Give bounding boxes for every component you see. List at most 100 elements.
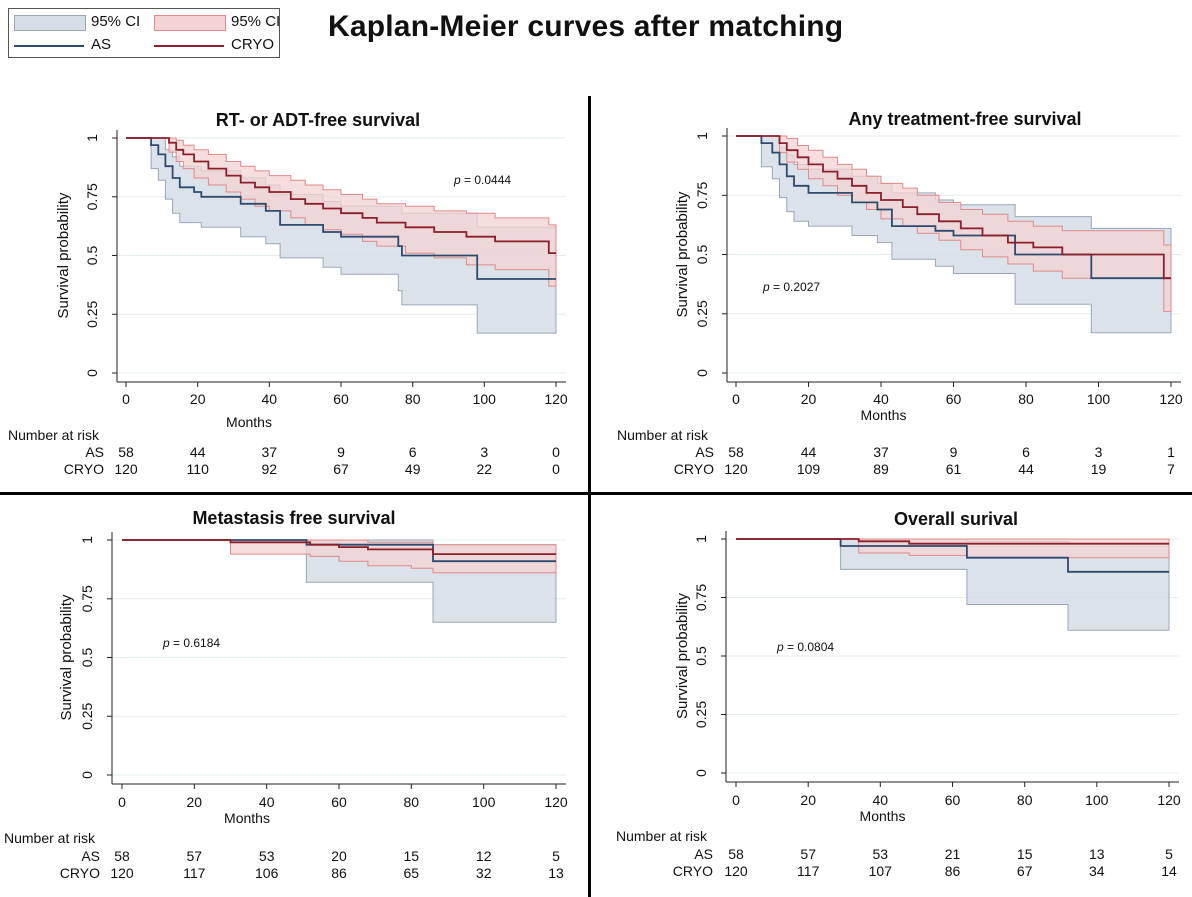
risk-table-header: Number at risk — [8, 427, 100, 443]
y-tick-label: 0.25 — [84, 300, 100, 327]
risk-cell-as: 12 — [476, 848, 492, 864]
figure-title: Kaplan-Meier curves after matching — [328, 10, 844, 43]
risk-cell-cryo: 67 — [333, 461, 349, 477]
p-value: = 0.0444 — [461, 173, 512, 187]
panel-divider-vertical — [588, 96, 591, 897]
x-tick-label: 0 — [122, 391, 130, 407]
y-tick-label: 0.25 — [79, 702, 95, 729]
risk-cell-cryo: 109 — [797, 461, 821, 477]
risk-row-label-cryo: CRYO — [60, 865, 100, 881]
y-tick-label: 0 — [84, 369, 100, 377]
panel-title: RT- or ADT-free survival — [216, 110, 420, 130]
risk-cell-cryo: 0 — [552, 461, 560, 477]
survival-line-as — [126, 137, 556, 280]
risk-cell-as: 6 — [409, 444, 417, 460]
y-tick-label: 0.5 — [694, 245, 710, 265]
y-tick-label: 0.5 — [84, 246, 100, 266]
x-tick-label: 120 — [544, 391, 568, 407]
risk-table-header: Number at risk — [4, 830, 96, 846]
risk-cell-as: 15 — [404, 848, 420, 864]
legend-ci-cryo-label: 95% CI — [231, 13, 281, 30]
risk-cell-as: 1 — [1167, 444, 1175, 460]
risk-cell-as: 58 — [728, 846, 744, 862]
risk-cell-as: 37 — [873, 444, 889, 460]
risk-cell-cryo: 14 — [1161, 863, 1177, 879]
risk-row-label-cryo: CRYO — [64, 461, 104, 477]
risk-cell-as: 20 — [331, 848, 347, 864]
p-symbol: p — [762, 280, 770, 294]
risk-cell-cryo: 120 — [724, 863, 748, 879]
y-tick-label: 1 — [79, 536, 95, 544]
survival-line-cryo — [736, 135, 1171, 280]
risk-cell-cryo: 117 — [183, 865, 206, 881]
survival-line-as — [122, 539, 556, 563]
risk-cell-cryo: 32 — [476, 865, 492, 881]
risk-table-header: Number at risk — [617, 427, 709, 443]
risk-cell-cryo: 120 — [110, 865, 134, 881]
x-axis-label: Months — [224, 810, 270, 826]
p-value-annotation: p = 0.6184 — [162, 636, 220, 650]
risk-cell-cryo: 65 — [404, 865, 420, 881]
x-tick-label: 120 — [544, 794, 568, 810]
panel-title: Overall surival — [894, 509, 1018, 529]
x-tick-label: 100 — [472, 794, 496, 810]
risk-cell-cryo: 49 — [405, 461, 421, 477]
risk-row-label-cryo: CRYO — [674, 461, 714, 477]
y-tick-label: 0 — [693, 769, 709, 777]
risk-cell-as: 44 — [801, 444, 817, 460]
risk-cell-as: 44 — [190, 444, 206, 460]
risk-cell-as: 58 — [114, 848, 130, 864]
risk-cell-as: 9 — [950, 444, 958, 460]
p-symbol: p — [776, 640, 784, 654]
x-tick-label: 20 — [190, 391, 206, 407]
legend-cryo-label: CRYO — [231, 36, 275, 53]
ci-band-cryo — [122, 539, 557, 574]
risk-cell-as: 15 — [1017, 846, 1033, 862]
x-axis-label: Months — [226, 414, 272, 430]
risk-cell-as: 53 — [873, 846, 889, 862]
risk-cell-cryo: 86 — [331, 865, 347, 881]
x-tick-label: 60 — [333, 391, 349, 407]
risk-cell-cryo: 34 — [1089, 863, 1105, 879]
y-tick-label: 0.5 — [79, 648, 95, 668]
x-tick-label: 60 — [945, 792, 961, 808]
survival-line-cryo — [122, 539, 556, 555]
legend-as-line — [14, 45, 84, 47]
risk-cell-cryo: 92 — [262, 461, 278, 477]
panel-title: Metastasis free survival — [192, 508, 395, 528]
legend: 95% CI AS 95% CI CRYO — [8, 8, 280, 58]
risk-cell-as: 58 — [118, 444, 134, 460]
y-tick-label: 1 — [693, 535, 709, 543]
survival-line-cryo — [126, 137, 556, 254]
p-value: = 0.6184 — [170, 636, 221, 650]
risk-cell-cryo: 7 — [1167, 461, 1175, 477]
risk-cell-as: 57 — [800, 846, 816, 862]
risk-cell-as: 53 — [259, 848, 275, 864]
y-axis-label: Survival probability — [58, 594, 75, 720]
panel-title: Any treatment-free survival — [848, 109, 1081, 129]
p-value-annotation: p = 0.2027 — [762, 280, 820, 294]
x-tick-label: 100 — [473, 391, 497, 407]
y-tick-label: 0 — [694, 369, 710, 377]
risk-row-label-as: AS — [695, 444, 714, 460]
x-tick-label: 120 — [1157, 792, 1181, 808]
x-tick-label: 20 — [800, 792, 816, 808]
risk-cell-as: 6 — [1022, 444, 1030, 460]
x-tick-label: 100 — [1087, 391, 1111, 407]
y-tick-label: 0.75 — [693, 584, 709, 611]
risk-cell-as: 21 — [945, 846, 961, 862]
chart-metastasis-free-survival: Metastasis free survival 0 0.25 0.5 0.75 1 0 20… — [4, 508, 568, 881]
legend-ci-as-label: 95% CI — [91, 13, 141, 30]
risk-cell-cryo: 44 — [1018, 461, 1034, 477]
x-axis-label: Months — [860, 808, 906, 824]
risk-cell-as: 5 — [1165, 846, 1173, 862]
x-tick-label: 120 — [1159, 391, 1183, 407]
risk-cell-cryo: 67 — [1017, 863, 1033, 879]
x-tick-label: 100 — [1085, 792, 1109, 808]
x-tick-label: 0 — [118, 794, 126, 810]
risk-cell-cryo: 61 — [946, 461, 962, 477]
legend-ci-cryo-swatch — [154, 15, 226, 31]
risk-cell-as: 3 — [480, 444, 488, 460]
x-tick-label: 80 — [1018, 391, 1034, 407]
risk-cell-cryo: 106 — [255, 865, 279, 881]
